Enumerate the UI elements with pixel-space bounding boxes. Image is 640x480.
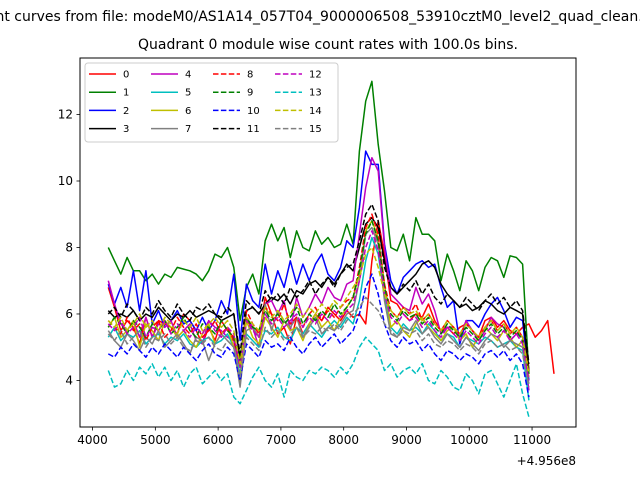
y-tick-label: 10 — [58, 174, 73, 188]
x-tick-label: 9000 — [391, 433, 422, 447]
x-tick-label: 8000 — [328, 433, 359, 447]
x-tick-label: 6000 — [203, 433, 234, 447]
plot-area-frame — [79, 57, 577, 428]
chart-title: Quadrant 0 module wise count rates with … — [138, 37, 518, 53]
legend-label-4: 4 — [185, 70, 191, 81]
series-7-line — [107, 226, 530, 388]
y-tick-label: 4 — [65, 373, 73, 387]
series-14-line — [107, 246, 530, 374]
x-tick-label: 5000 — [140, 433, 171, 447]
series-1-line — [107, 80, 530, 374]
legend-label-1: 1 — [123, 88, 129, 99]
legend-frame — [84, 62, 339, 143]
series-12-line — [107, 230, 530, 381]
legend-label-0: 0 — [123, 70, 129, 81]
y-tick-label: 8 — [65, 240, 73, 254]
series-15-line — [107, 296, 530, 388]
series-11-line — [107, 203, 530, 364]
x-tick-label: 11000 — [513, 433, 551, 447]
x-tick-label: 4000 — [77, 433, 108, 447]
legend-label-2: 2 — [123, 106, 129, 117]
axes: 4000 5000 6000 7000 8000 9000 10000 11000 4 6 8 10 1… — [58, 108, 551, 447]
legend-label-14: 14 — [309, 106, 322, 117]
legend-label-13: 13 — [309, 88, 322, 99]
series-8-line — [107, 213, 530, 371]
series-3-line — [107, 216, 530, 371]
legend-label-11: 11 — [247, 124, 260, 135]
legend-label-10: 10 — [247, 106, 260, 117]
y-tick-label: 6 — [65, 307, 73, 321]
y-tick-label: 12 — [58, 108, 73, 122]
legend-label-8: 8 — [247, 70, 253, 81]
legend-label-9: 9 — [247, 88, 253, 99]
legend-label-3: 3 — [123, 124, 129, 135]
legend-label-5: 5 — [185, 88, 191, 99]
legend-label-15: 15 — [309, 124, 322, 135]
series-13-line — [107, 336, 530, 418]
x-tick-label: 10000 — [450, 433, 488, 447]
plot-series — [107, 80, 555, 418]
series-10-line — [107, 273, 530, 398]
series-6-line — [107, 220, 530, 382]
legend-label-12: 12 — [309, 70, 322, 81]
x-offset-label: +4.956e8 — [517, 454, 576, 468]
legend-label-6: 6 — [185, 106, 191, 117]
x-tick-label: 7000 — [266, 433, 297, 447]
series-4-line — [107, 156, 530, 391]
legend-label-7: 7 — [185, 124, 191, 135]
figure-suptitle: Light curves from file: modeM0/AS1A14_05… — [0, 9, 640, 25]
